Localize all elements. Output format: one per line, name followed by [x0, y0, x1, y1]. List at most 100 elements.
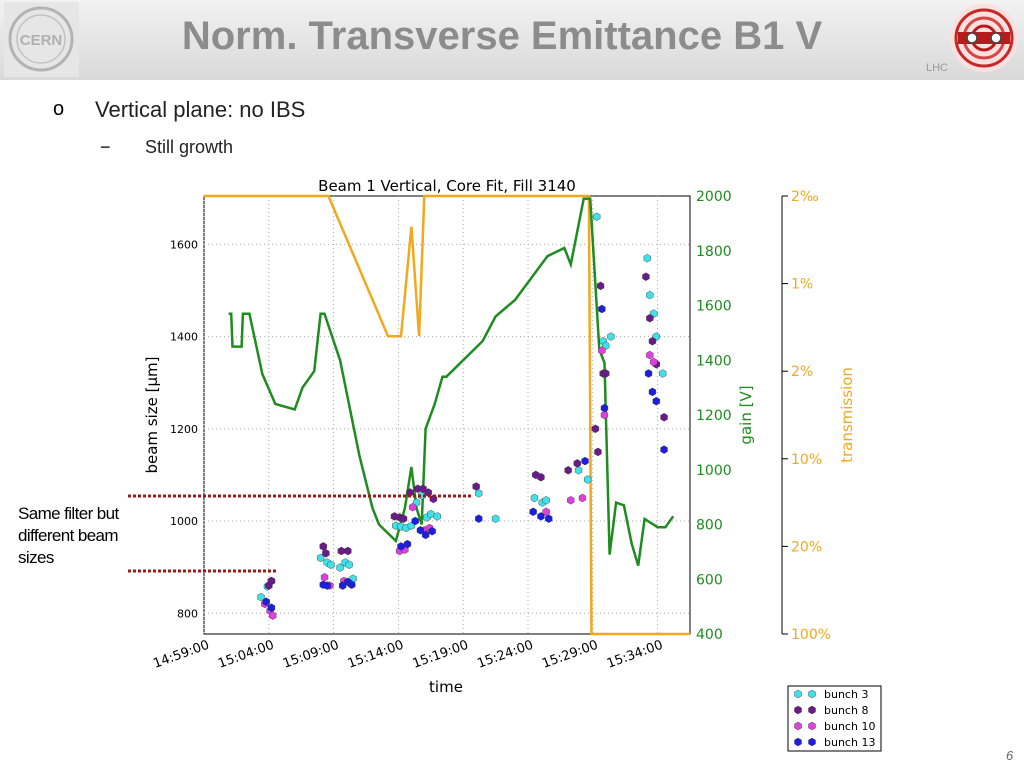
transmission-tick-label: 20% — [791, 539, 822, 555]
legend-marker-bunch-13 — [794, 737, 802, 747]
legend-marker-bunch-3 — [794, 689, 802, 699]
gain-curve — [228, 197, 675, 566]
data-point-bunch-8 — [322, 549, 330, 558]
transmission-tick-label: 1% — [791, 277, 813, 293]
x-axis-ticks: 14:59:00 15:04:00 15:09:00 15:14:00 15:19:00… — [151, 638, 665, 672]
gain-tick-label: 1000 — [696, 463, 732, 479]
data-point-bunch-8 — [573, 459, 581, 468]
header-bar — [0, 0, 1024, 80]
data-point-bunch-13 — [537, 512, 545, 521]
data-point-bunch-10 — [409, 502, 417, 512]
data-point-bunch-10 — [567, 496, 575, 505]
data-point-bunch-8 — [646, 313, 654, 323]
y-tick-label: 1000 — [170, 515, 198, 528]
gain-tick-label: 600 — [696, 572, 723, 588]
data-point-bunch-10 — [269, 611, 277, 620]
data-point-bunch-13 — [422, 530, 430, 540]
data-point-bunch-13 — [475, 514, 483, 523]
cern-logo-text: CERN — [20, 32, 63, 49]
x-tick-label: 15:19:00 — [411, 638, 471, 672]
transmission-axis-ticks: 2‰ 1% 2% 10% 20% 100% — [782, 189, 831, 643]
data-point-bunch-8 — [594, 447, 602, 457]
y-axis-ticks: 800 1000 1200 1400 1600 — [170, 238, 198, 620]
data-point-bunch-13 — [529, 507, 537, 517]
data-point-bunch-8 — [472, 482, 480, 491]
transmission-line — [204, 194, 690, 636]
data-point-bunch-3 — [475, 489, 483, 498]
data-point-bunch-3 — [257, 592, 265, 602]
data-point-bunch-13 — [348, 580, 356, 589]
data-point-bunch-8 — [337, 546, 345, 556]
gain-tick-label: 1200 — [696, 408, 732, 424]
gain-tick-label: 2000 — [696, 189, 732, 205]
data-point-bunch-13 — [403, 539, 412, 549]
data-point-bunch-3 — [491, 514, 500, 523]
data-point-bunch-8 — [591, 424, 600, 434]
data-point-bunch-13 — [581, 456, 589, 466]
annotation-lines — [128, 494, 472, 573]
data-point-bunch-8 — [344, 546, 352, 556]
data-point-bunch-8 — [319, 542, 327, 551]
data-point-bunch-3 — [593, 212, 601, 221]
data-point-bunch-13 — [267, 603, 276, 612]
legend-marker-bunch-13 — [808, 737, 816, 747]
gain-tick-label: 1800 — [696, 244, 732, 260]
data-point-bunch-13 — [262, 597, 270, 606]
bullet-vertical-plane: Vertical plane: no IBS — [95, 97, 306, 122]
data-point-bunch-10 — [598, 346, 606, 355]
transmission-tick-label: 100% — [791, 627, 831, 643]
data-point-bunch-13 — [648, 387, 657, 397]
data-point-bunch-13 — [660, 445, 668, 454]
data-point-bunch-8 — [564, 466, 572, 475]
y-axis-label: beam size [μm] — [143, 356, 161, 473]
y-tick-label: 800 — [177, 607, 198, 620]
x-tick-label: 14:59:00 — [151, 638, 211, 672]
data-point-bunch-3 — [345, 560, 353, 570]
data-point-bunch-8 — [537, 472, 545, 482]
data-point-bunch-10 — [646, 350, 654, 360]
lhc-logo — [950, 4, 1018, 72]
gain-tick-label: 800 — [696, 518, 723, 534]
x-axis-label: time — [429, 678, 463, 696]
x-tick-label: 15:29:00 — [540, 638, 600, 672]
transmission-tick-label: 10% — [791, 452, 822, 468]
legend: bunch 3 bunch 8 bunch 10 bunch 13 — [787, 685, 882, 752]
data-point-bunch-8 — [642, 272, 650, 281]
transmission-curve — [204, 194, 690, 636]
lhc-label: LHC — [926, 62, 949, 74]
data-point-bunch-3 — [659, 369, 667, 378]
data-point-bunch-3 — [530, 493, 539, 503]
transmission-tick-label: 2% — [791, 364, 813, 380]
transmission-tick-label: 2‰ — [791, 189, 819, 205]
gain-tick-label: 1600 — [696, 299, 732, 315]
legend-marker-bunch-8 — [808, 705, 816, 715]
data-point-bunch-3 — [433, 512, 441, 521]
data-point-bunch-8 — [399, 514, 408, 523]
gain-tick-label: 1400 — [696, 353, 732, 369]
gain-axis-ticks: 400 600 800 1000 1200 1400 1600 1800 2000 — [696, 189, 732, 643]
legend-marker-bunch-8 — [794, 705, 802, 715]
data-point-bunch-10 — [578, 493, 587, 503]
data-point-bunch-8 — [602, 369, 610, 378]
data-point-bunch-8 — [660, 413, 668, 422]
page-number: 6 — [1006, 748, 1014, 763]
x-tick-label: 15:34:00 — [605, 638, 665, 672]
gain-tick-label: 400 — [696, 627, 723, 643]
data-point-bunch-10 — [600, 410, 609, 420]
data-point-bunch-13 — [411, 516, 419, 526]
legend-marker-bunch-10 — [794, 721, 802, 731]
transmission-axis-label: transmission — [838, 367, 856, 463]
y-tick-label: 1200 — [170, 423, 198, 436]
data-point-bunch-3 — [584, 475, 592, 484]
x-tick-label: 15:04:00 — [216, 638, 276, 672]
data-point-bunch-10 — [650, 357, 658, 367]
data-point-bunch-3 — [542, 496, 550, 505]
sub-bullet-still-growth: Still growth — [145, 137, 234, 157]
gain-axis-label: gain [V] — [737, 385, 755, 444]
chart-title: Beam 1 Vertical, Core Fit, Fill 3140 — [318, 177, 576, 195]
data-point-bunch-3 — [574, 466, 583, 475]
data-point-bunch-13 — [428, 526, 436, 536]
data-point-bunch-10 — [542, 507, 550, 517]
scatter-points — [257, 212, 668, 620]
data-point-bunch-3 — [427, 509, 435, 519]
